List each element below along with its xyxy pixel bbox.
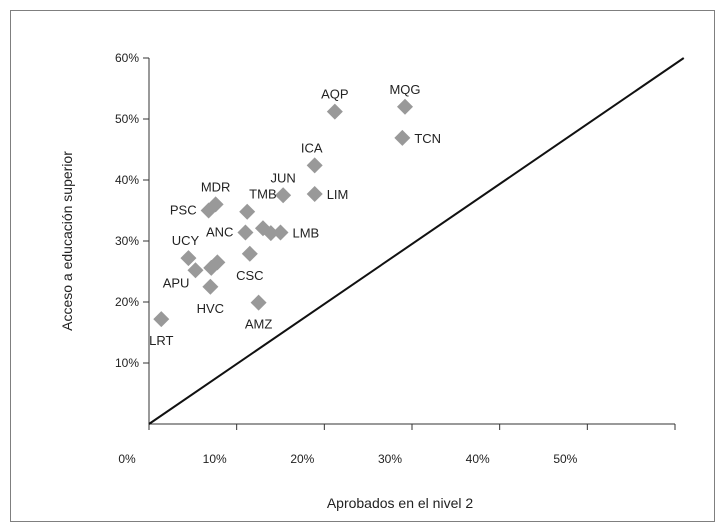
x-tick-label: 0% [118,452,136,466]
data-points [153,98,413,328]
reference-line [148,57,685,425]
point-label-hvc: HVC [197,301,224,316]
data-point-csc [241,245,258,262]
data-point-aqp [326,103,343,120]
axes [143,57,676,430]
chart-frame [10,10,715,522]
data-point-lmb [272,224,289,241]
data-point-tmb [239,203,256,220]
y-tick-label: 20% [115,295,139,309]
point-label-csc: CSC [236,268,263,283]
point-label-apu: APU [163,275,190,290]
point-label-mqg: MQG [389,82,420,97]
x-tick-label: 20% [290,452,314,466]
point-label-anc: ANC [206,224,233,239]
data-point-ica [306,157,323,174]
data-point-unlabeled-5 [209,254,226,271]
data-point-apu [187,262,204,279]
point-label-tcn: TCN [414,131,441,146]
data-point-jun [275,187,292,204]
tick-labels: 10% 20% 30% 40% 50% 60% 0% 10% 20% 30% 40% 50% [115,51,578,466]
point-label-ucy: UCY [172,233,200,248]
y-tick-label: 10% [115,356,139,370]
point-label-ica: ICA [301,140,323,155]
point-label-jun: JUN [270,170,295,185]
point-label-tmb: TMB [249,187,276,202]
point-label-lim: LIM [327,187,349,202]
x-tick-label: 40% [466,452,490,466]
y-tick-label: 40% [115,173,139,187]
y-tick-label: 30% [115,234,139,248]
x-tick-label: 10% [203,452,227,466]
data-point-mqg [396,98,413,115]
x-tick-label: 50% [553,452,577,466]
x-axis-title: Aprobados en el nivel 2 [327,495,474,511]
point-label-lmb: LMB [293,225,320,240]
data-point-ucy [180,250,197,267]
point-label-aqp: AQP [321,87,348,102]
data-point-amz [250,294,267,311]
y-axis-title: Acceso a educación superior [59,151,75,331]
data-point-lim [306,186,323,203]
point-label-mdr: MDR [201,179,231,194]
point-label-lrt: LRT [149,333,173,348]
y-tick-label: 60% [115,51,139,65]
data-point-mdr [207,196,224,213]
y-tick-label: 50% [115,112,139,126]
x-tick-label: 30% [378,452,402,466]
data-point-hvc [202,278,219,295]
point-label-amz: AMZ [245,317,273,332]
data-point-lrt [153,311,170,328]
data-point-unlabeled-12 [262,225,279,242]
data-point-anc [237,224,254,241]
point-labels: LRT APU UCY HVC PSC MDR ANC CSC TMB LMB AMZ JUN ICA L… [149,82,441,348]
point-label-psc: PSC [170,203,197,218]
data-point-tcn [394,129,411,146]
